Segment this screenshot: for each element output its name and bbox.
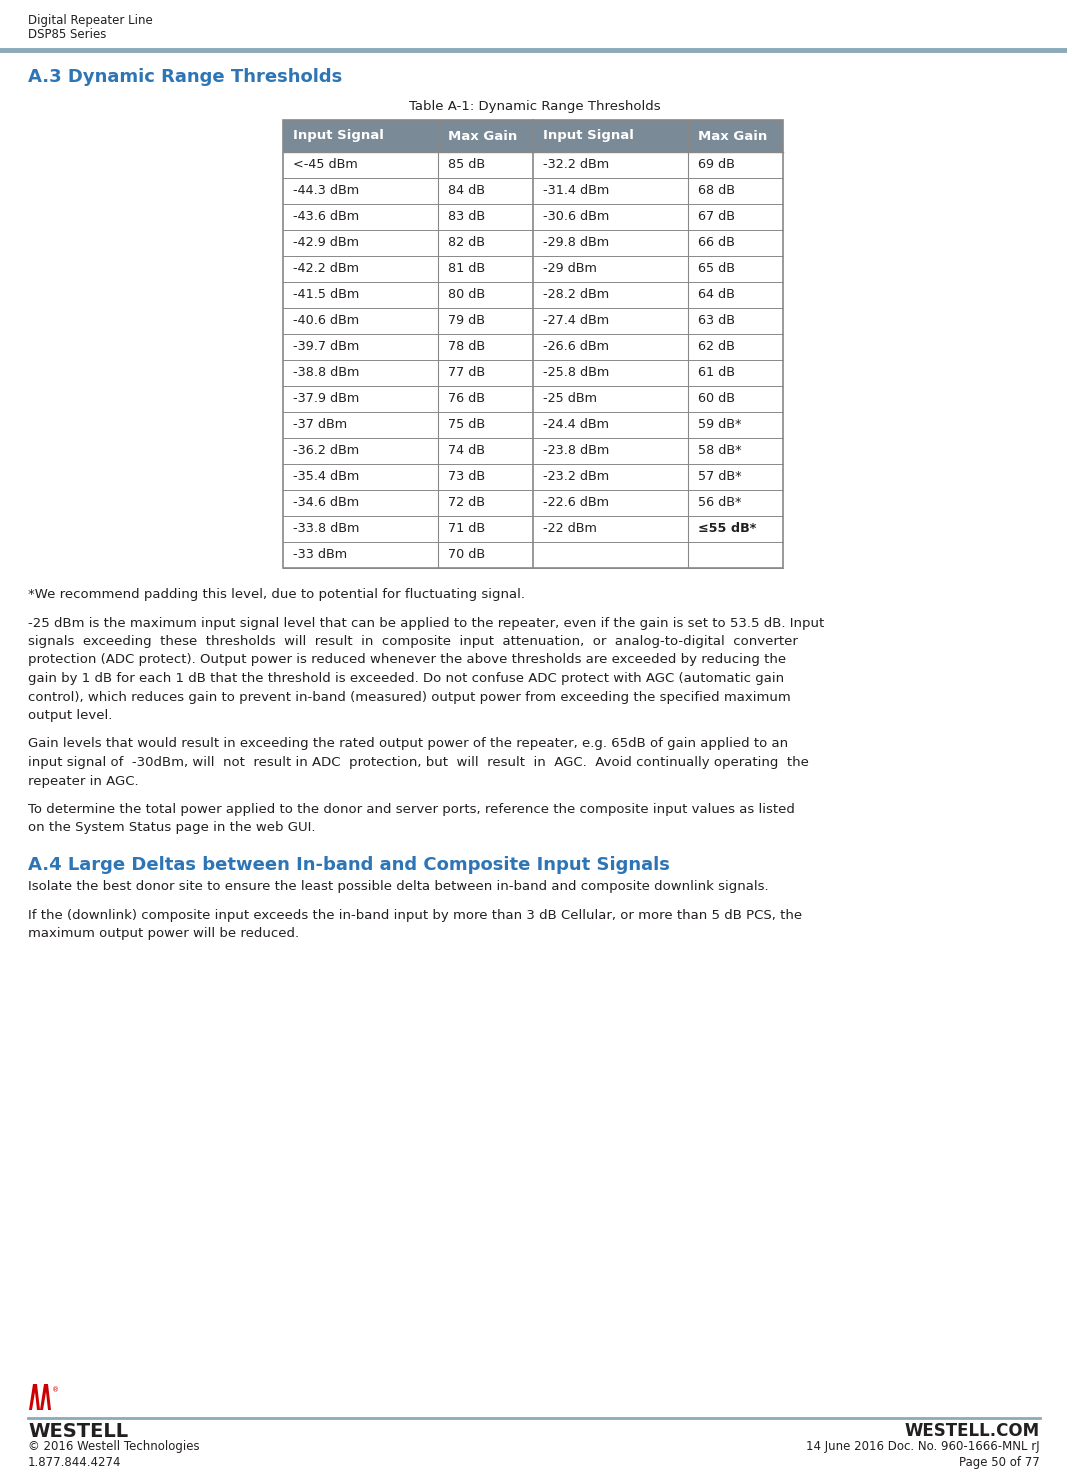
Text: 79 dB: 79 dB (448, 314, 485, 327)
Text: 78 dB: 78 dB (448, 341, 485, 354)
Text: output level.: output level. (28, 709, 112, 721)
Text: 71 dB: 71 dB (448, 522, 485, 535)
Text: 65 dB: 65 dB (698, 263, 735, 276)
Text: repeater in AGC.: repeater in AGC. (28, 774, 139, 788)
Text: 72 dB: 72 dB (448, 497, 485, 509)
Text: -25 dBm is the maximum input signal level that can be applied to the repeater, e: -25 dBm is the maximum input signal leve… (28, 617, 824, 630)
Text: -31.4 dBm: -31.4 dBm (543, 184, 609, 198)
Text: -37 dBm: -37 dBm (293, 419, 347, 432)
Text: 58 dB*: 58 dB* (698, 444, 742, 457)
Text: -36.2 dBm: -36.2 dBm (293, 444, 360, 457)
Text: -25 dBm: -25 dBm (543, 392, 598, 406)
Text: 85 dB: 85 dB (448, 158, 485, 171)
Text: Digital Repeater Line: Digital Repeater Line (28, 13, 153, 27)
Text: -25.8 dBm: -25.8 dBm (543, 366, 609, 379)
Text: 62 dB: 62 dB (698, 341, 735, 354)
Text: © 2016 Westell Technologies: © 2016 Westell Technologies (28, 1440, 200, 1453)
Text: 69 dB: 69 dB (698, 158, 735, 171)
Text: -29.8 dBm: -29.8 dBm (543, 236, 609, 249)
Text: 64 dB: 64 dB (698, 289, 735, 301)
Text: 14 June 2016 Doc. No. 960-1666-MNL rJ: 14 June 2016 Doc. No. 960-1666-MNL rJ (807, 1440, 1040, 1453)
Polygon shape (39, 1384, 51, 1410)
Text: -23.2 dBm: -23.2 dBm (543, 471, 609, 484)
Text: protection (ADC protect). Output power is reduced whenever the above thresholds : protection (ADC protect). Output power i… (28, 653, 786, 667)
Text: 60 dB: 60 dB (698, 392, 735, 406)
Text: Input Signal: Input Signal (293, 130, 384, 143)
Text: 83 dB: 83 dB (448, 211, 485, 224)
Text: -40.6 dBm: -40.6 dBm (293, 314, 360, 327)
Text: <-45 dBm: <-45 dBm (293, 158, 357, 171)
Text: -39.7 dBm: -39.7 dBm (293, 341, 360, 354)
Text: Input Signal: Input Signal (543, 130, 634, 143)
Text: 76 dB: 76 dB (448, 392, 485, 406)
Text: -33 dBm: -33 dBm (293, 549, 347, 562)
Text: 1.877.844.4274: 1.877.844.4274 (28, 1456, 122, 1469)
Bar (283, 119, 783, 568)
Text: -26.6 dBm: -26.6 dBm (543, 341, 609, 354)
Bar (283, 119, 783, 152)
Text: Gain levels that would result in exceeding the rated output power of the repeate: Gain levels that would result in exceedi… (28, 738, 789, 751)
Text: 61 dB: 61 dB (698, 366, 735, 379)
Text: 66 dB: 66 dB (698, 236, 735, 249)
Text: WESTELL: WESTELL (28, 1422, 128, 1441)
Text: 57 dB*: 57 dB* (698, 471, 742, 484)
Text: 59 dB*: 59 dB* (698, 419, 742, 432)
Text: -32.2 dBm: -32.2 dBm (543, 158, 609, 171)
Polygon shape (29, 1384, 39, 1410)
Text: Isolate the best donor site to ensure the least possible delta between in-band a: Isolate the best donor site to ensure th… (28, 881, 768, 892)
Text: ®: ® (52, 1386, 59, 1392)
Text: DSP85 Series: DSP85 Series (28, 28, 107, 41)
Text: A.3 Dynamic Range Thresholds: A.3 Dynamic Range Thresholds (28, 68, 343, 86)
Text: -23.8 dBm: -23.8 dBm (543, 444, 609, 457)
Text: -44.3 dBm: -44.3 dBm (293, 184, 360, 198)
Text: Max Gain: Max Gain (448, 130, 517, 143)
Text: control), which reduces gain to prevent in-band (measured) output power from exc: control), which reduces gain to prevent … (28, 690, 791, 704)
Text: input signal of  -30dBm, will  not  result in ADC  protection, but  will  result: input signal of -30dBm, will not result … (28, 757, 809, 768)
Text: -41.5 dBm: -41.5 dBm (293, 289, 360, 301)
Text: -35.4 dBm: -35.4 dBm (293, 471, 360, 484)
Text: -28.2 dBm: -28.2 dBm (543, 289, 609, 301)
Text: -22.6 dBm: -22.6 dBm (543, 497, 609, 509)
Text: -43.6 dBm: -43.6 dBm (293, 211, 360, 224)
Text: -42.9 dBm: -42.9 dBm (293, 236, 359, 249)
Text: signals  exceeding  these  thresholds  will  result  in  composite  input  atten: signals exceeding these thresholds will … (28, 636, 798, 648)
Text: 67 dB: 67 dB (698, 211, 735, 224)
Text: 82 dB: 82 dB (448, 236, 485, 249)
Text: -33.8 dBm: -33.8 dBm (293, 522, 360, 535)
Text: ≤55 dB*: ≤55 dB* (698, 522, 757, 535)
Text: -34.6 dBm: -34.6 dBm (293, 497, 360, 509)
Text: on the System Status page in the web GUI.: on the System Status page in the web GUI… (28, 822, 316, 835)
Text: 68 dB: 68 dB (698, 184, 735, 198)
Text: 81 dB: 81 dB (448, 263, 485, 276)
Text: -22 dBm: -22 dBm (543, 522, 596, 535)
Text: 75 dB: 75 dB (448, 419, 485, 432)
Text: maximum output power will be reduced.: maximum output power will be reduced. (28, 926, 299, 940)
Text: 80 dB: 80 dB (448, 289, 485, 301)
Text: 63 dB: 63 dB (698, 314, 735, 327)
Text: *We recommend padding this level, due to potential for fluctuating signal.: *We recommend padding this level, due to… (28, 589, 525, 600)
Text: 70 dB: 70 dB (448, 549, 485, 562)
Text: 77 dB: 77 dB (448, 366, 485, 379)
Text: WESTELL.COM: WESTELL.COM (905, 1422, 1040, 1440)
Text: Page 50 of 77: Page 50 of 77 (959, 1456, 1040, 1469)
Text: -38.8 dBm: -38.8 dBm (293, 366, 360, 379)
Text: Table A-1: Dynamic Range Thresholds: Table A-1: Dynamic Range Thresholds (409, 100, 660, 114)
Text: 56 dB*: 56 dB* (698, 497, 742, 509)
Text: -30.6 dBm: -30.6 dBm (543, 211, 609, 224)
Text: 73 dB: 73 dB (448, 471, 485, 484)
Text: To determine the total power applied to the donor and server ports, reference th: To determine the total power applied to … (28, 802, 795, 816)
Text: gain by 1 dB for each 1 dB that the threshold is exceeded. Do not confuse ADC pr: gain by 1 dB for each 1 dB that the thre… (28, 673, 784, 684)
Text: -37.9 dBm: -37.9 dBm (293, 392, 360, 406)
Text: Max Gain: Max Gain (698, 130, 767, 143)
Text: If the (downlink) composite input exceeds the in-band input by more than 3 dB Ce: If the (downlink) composite input exceed… (28, 909, 802, 922)
Text: -24.4 dBm: -24.4 dBm (543, 419, 609, 432)
Text: -27.4 dBm: -27.4 dBm (543, 314, 609, 327)
Text: 74 dB: 74 dB (448, 444, 485, 457)
Text: -42.2 dBm: -42.2 dBm (293, 263, 359, 276)
Text: -29 dBm: -29 dBm (543, 263, 596, 276)
Text: A.4 Large Deltas between In-band and Composite Input Signals: A.4 Large Deltas between In-band and Com… (28, 855, 670, 875)
Text: 84 dB: 84 dB (448, 184, 485, 198)
